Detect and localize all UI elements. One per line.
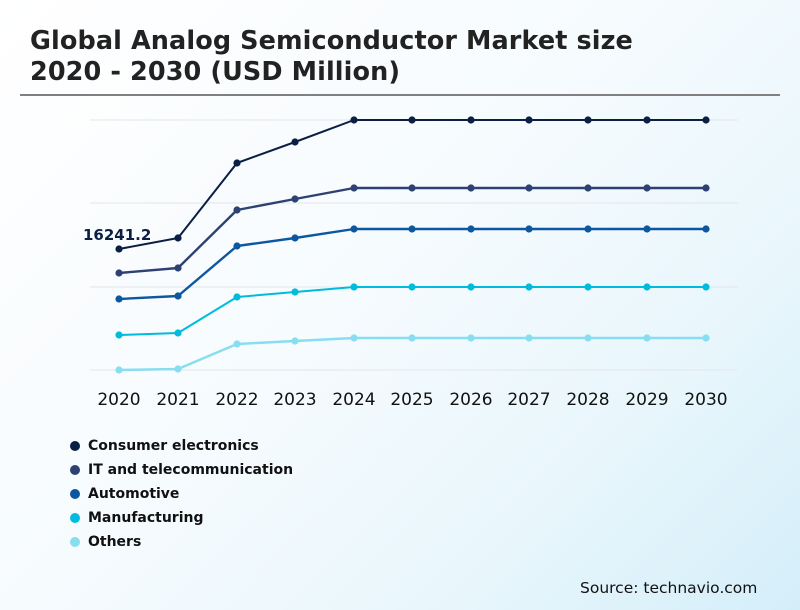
data-point (174, 234, 182, 242)
data-point (174, 264, 182, 272)
legend-item: Others (70, 530, 293, 554)
data-point (584, 283, 592, 291)
data-point (702, 225, 710, 233)
x-tick-label: 2029 (625, 390, 668, 410)
legend-dot-icon (70, 537, 80, 547)
data-point (584, 116, 592, 124)
data-point (408, 225, 416, 233)
legend-label: Manufacturing (88, 510, 204, 526)
data-point (350, 116, 358, 124)
x-axis-labels: 2020 2021 2022 2023 2024 2025 2026 2027 2028 2029… (97, 390, 727, 410)
data-point (467, 334, 475, 342)
data-point (350, 184, 358, 192)
series-it-and-telecommunication (115, 184, 710, 277)
x-tick-label: 2030 (684, 390, 727, 410)
data-label-2020-consumer-electronics: 16241.2 (83, 226, 151, 244)
series-automotive (115, 225, 710, 303)
data-point (115, 366, 123, 374)
data-point (525, 184, 533, 192)
legend-dot-icon (70, 513, 80, 523)
data-point (174, 365, 182, 373)
legend-label: IT and telecommunication (88, 462, 294, 478)
legend-item: Consumer electronics (70, 434, 293, 458)
x-tick-label: 2027 (507, 390, 550, 410)
x-tick-label: 2020 (97, 390, 140, 410)
data-point (702, 116, 710, 124)
legend: Consumer electronics IT and telecommunica… (70, 434, 293, 554)
series-others (115, 334, 710, 374)
legend-label: Consumer electronics (88, 438, 259, 454)
data-point (115, 331, 123, 339)
data-point (467, 225, 475, 233)
legend-label: Others (88, 534, 142, 550)
legend-dot-icon (70, 441, 80, 451)
legend-item: IT and telecommunication (70, 458, 293, 482)
data-point (643, 334, 651, 342)
data-point (643, 184, 651, 192)
data-point (350, 334, 358, 342)
legend-item: Manufacturing (70, 506, 293, 530)
data-point (702, 334, 710, 342)
x-tick-label: 2026 (449, 390, 492, 410)
data-point (525, 334, 533, 342)
x-tick-label: 2021 (156, 390, 199, 410)
legend-item: Automotive (70, 482, 293, 506)
legend-label: Automotive (88, 486, 180, 502)
data-point (525, 225, 533, 233)
data-point (291, 195, 299, 203)
data-point (467, 283, 475, 291)
series-consumer-electronics (115, 116, 710, 253)
x-tick-label: 2022 (215, 390, 258, 410)
chart-title: Global Analog Semiconductor Market size … (30, 26, 633, 88)
data-point (702, 283, 710, 291)
data-point (291, 288, 299, 296)
data-point (350, 225, 358, 233)
x-tick-label: 2028 (566, 390, 609, 410)
data-point (643, 283, 651, 291)
data-point (584, 334, 592, 342)
data-point (233, 159, 241, 167)
data-point (408, 184, 416, 192)
series-lines (115, 116, 710, 374)
data-point (174, 329, 182, 337)
legend-dot-icon (70, 489, 80, 499)
data-point (643, 225, 651, 233)
data-point (115, 269, 123, 277)
data-point (291, 138, 299, 146)
data-point (233, 206, 241, 214)
data-point (291, 337, 299, 345)
data-point (291, 234, 299, 242)
x-tick-label: 2023 (273, 390, 316, 410)
data-point (643, 116, 651, 124)
data-point (584, 184, 592, 192)
title-divider (20, 94, 780, 96)
data-point (115, 295, 123, 303)
data-point (467, 184, 475, 192)
legend-dot-icon (70, 465, 80, 475)
data-point (467, 116, 475, 124)
data-point (233, 242, 241, 250)
data-point (233, 293, 241, 301)
data-point (584, 225, 592, 233)
data-point (702, 184, 710, 192)
x-tick-label: 2025 (390, 390, 433, 410)
data-point (233, 340, 241, 348)
data-point (525, 116, 533, 124)
source-credit: Source: technavio.com (580, 579, 758, 597)
data-point (115, 245, 123, 253)
data-point (408, 116, 416, 124)
gridlines (90, 119, 738, 371)
x-tick-label: 2024 (332, 390, 375, 410)
chart-title-line-1: Global Analog Semiconductor Market size (30, 26, 633, 56)
data-point (350, 283, 358, 291)
data-point (174, 292, 182, 300)
chart-title-line-2: 2020 - 2030 (USD Million) (30, 57, 401, 87)
data-point (408, 334, 416, 342)
data-point (408, 283, 416, 291)
data-point (525, 283, 533, 291)
series-manufacturing (115, 283, 710, 339)
